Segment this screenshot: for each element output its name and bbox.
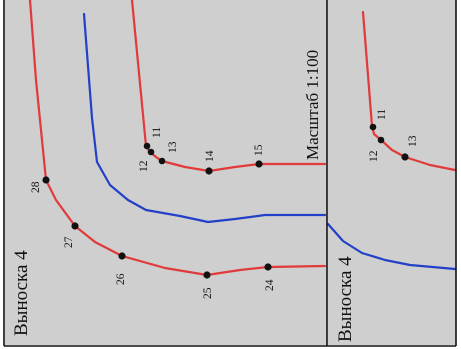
label-point-12: 12 xyxy=(138,160,150,172)
label-point-11: 11 xyxy=(151,127,163,138)
label-point-28: 28 xyxy=(30,181,42,193)
right-callout-panel: 11 12 13 Выноска 4 xyxy=(326,10,457,342)
point-12 xyxy=(143,142,151,150)
point-28 xyxy=(42,176,50,184)
label-point-15: 15 xyxy=(253,144,265,156)
point-13 xyxy=(158,157,166,165)
point-25 xyxy=(203,271,211,279)
right-label-point-12: 12 xyxy=(368,150,380,162)
label-point-14: 14 xyxy=(204,150,216,162)
right-label-point-13: 13 xyxy=(407,135,419,147)
right-callout-title: Выноска 4 xyxy=(335,256,356,342)
point-15 xyxy=(255,160,263,168)
left-callout-title: Выноска 4 xyxy=(11,250,32,336)
label-point-13: 13 xyxy=(167,141,179,153)
right-point-11 xyxy=(377,136,385,144)
left-callout-panel: 12 11 13 14 15 28 27 26 25 24 Выноска 4 … xyxy=(11,0,327,336)
label-point-27: 27 xyxy=(63,236,75,248)
right-panel-background xyxy=(328,0,456,345)
point-26 xyxy=(118,252,126,260)
label-point-26: 26 xyxy=(115,273,127,285)
point-14 xyxy=(205,167,213,175)
point-11 xyxy=(147,148,155,156)
right-blue-line xyxy=(326,222,457,271)
right-point-12 xyxy=(369,123,377,131)
point-24 xyxy=(264,263,272,271)
point-27 xyxy=(71,222,79,230)
label-point-25: 25 xyxy=(202,287,214,299)
left-panel-background xyxy=(5,0,327,345)
scale-label: Масштаб 1:100 xyxy=(303,50,322,160)
left-outer-boundary-line xyxy=(28,0,327,277)
right-label-point-11: 11 xyxy=(376,109,388,120)
label-point-24: 24 xyxy=(264,279,276,291)
right-point-13 xyxy=(401,153,409,161)
left-blue-line xyxy=(82,12,327,224)
